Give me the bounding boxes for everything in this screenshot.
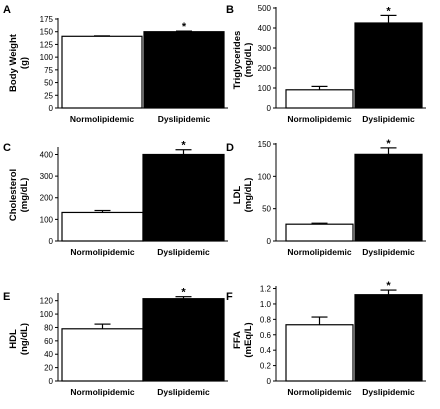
panel-c-y-tick-label: 100	[40, 215, 54, 224]
panel-d-y-tick-label: 50	[262, 205, 271, 214]
panel-b-y-tick-label: 0	[267, 104, 272, 113]
panel-e-y-axis-label-line: HDL	[8, 329, 19, 349]
panel-f-significance-star: *	[386, 280, 391, 292]
panel-e-significance-star: *	[181, 287, 186, 299]
panel-b-y-tick-label: 200	[258, 64, 272, 73]
panel-b-significance-star: *	[386, 5, 391, 17]
panel-e-bar-normolipidemic	[61, 328, 144, 382]
panel-e-category-label: Dyslipidemic	[157, 387, 210, 397]
panel-e-letter: E	[3, 291, 10, 303]
panel-b-category-label: Dyslipidemic	[362, 114, 415, 124]
panel-d-category-label: Normolipidemic	[287, 247, 352, 257]
panel-a-y-tick-label: 75	[44, 66, 53, 75]
panel-b-category-label: Normolipidemic	[287, 114, 352, 124]
panel-b-y-axis-label-line: Triglycerides	[232, 31, 243, 90]
panel-f-y-tick-label: 1.2	[260, 285, 272, 294]
panel-a-y-axis-label: Body Weight(g)	[8, 33, 30, 92]
panel-b-y-tick-label: 500	[258, 4, 272, 13]
panel-e-y-tick-label: 20	[44, 364, 53, 373]
panel-e-y-tick-label: 0	[49, 377, 54, 386]
panel-a-significance-star: *	[182, 21, 187, 33]
panel-c-y-tick-label: 200	[40, 194, 54, 203]
panel-f-y-axis-label-line: FFA	[232, 331, 243, 349]
panel-d-y-tick-label: 150	[258, 140, 272, 149]
panel-e-y-tick-label: 80	[44, 323, 53, 332]
panel-d-category-label: Dyslipidemic	[362, 247, 415, 257]
panel-a-category-label: Dyslipidemic	[158, 114, 211, 124]
panel-a-y-tick-label: 50	[44, 79, 53, 88]
panel-a-group: A Body Weight(g) 0 25 50 75 100 125 150 175 Normol…	[3, 4, 228, 124]
panel-c-bar-dyslipidemic	[142, 153, 225, 242]
panel-f-group: F FFA(mEq/L) 0 0.2 0.4 0.6 0.8 1.0 1.2 Normolipid…	[226, 280, 426, 397]
panel-b-y-axis-label: Triglycerides(mg/dL)	[232, 31, 254, 90]
panel-a-category-label: Normolipidemic	[70, 114, 135, 124]
panel-a-bar-dyslipidemic	[143, 31, 225, 109]
panel-b-y-axis-label-line: (mg/dL)	[243, 43, 254, 78]
panel-a-letter: A	[3, 4, 11, 16]
panel-c-y-axis-label-line: Cholesterol	[8, 169, 19, 221]
panel-b-y-tick-label: 400	[258, 24, 272, 33]
panel-f-letter: F	[226, 291, 233, 303]
panel-f-y-tick-label: 0	[267, 377, 272, 386]
panel-a-y-tick-label: 150	[40, 28, 54, 37]
panel-f-y-tick-label: 1.0	[260, 300, 272, 309]
panel-b-y-tick-label: 300	[258, 44, 272, 53]
panel-e-y-tick-label: 60	[44, 337, 53, 346]
panel-c-y-tick-label: 400	[40, 150, 54, 159]
panel-f-category-label: Dyslipidemic	[362, 387, 415, 397]
panel-a-y-axis-label-line: (g)	[19, 57, 30, 69]
panel-e-y-tick-label: 100	[40, 310, 54, 319]
panel-b-letter: B	[226, 4, 234, 16]
panel-c-significance-star: *	[181, 140, 186, 152]
panel-e-bar-dyslipidemic	[142, 298, 225, 382]
panel-c-category-label: Dyslipidemic	[157, 247, 210, 257]
panel-d-significance-star: *	[386, 138, 391, 150]
panel-a-y-tick-label: 125	[40, 40, 54, 49]
panel-f-y-tick-label: 0.4	[260, 346, 272, 355]
panel-e-y-tick-label: 40	[44, 350, 53, 359]
panel-f-bar-dyslipidemic	[354, 294, 423, 382]
panel-b-y-tick-label: 100	[258, 84, 272, 93]
panel-e-group: E HDL(ng/dL) 0 20 40 60 80 100 120 Normolipidemic…	[3, 287, 228, 397]
panel-c-y-tick-label: 0	[49, 237, 54, 246]
panel-f-y-axis-label: FFA(mEq/L)	[232, 322, 254, 357]
panel-a-y-tick-label: 25	[44, 91, 53, 100]
panel-c-group: C Cholesterol(mg/dL) 0 100 200 300 400 Normolip…	[3, 140, 228, 257]
panel-d-y-tick-label: 0	[267, 237, 272, 246]
panel-c-y-tick-label: 300	[40, 172, 54, 181]
panel-b-bar-normolipidemic	[285, 89, 354, 109]
panel-f-category-label: Normolipidemic	[287, 387, 352, 397]
panel-e-y-axis-label-line: (ng/dL)	[19, 323, 30, 355]
panel-b-bar-dyslipidemic	[354, 22, 423, 109]
panel-e-y-tick-label: 120	[40, 297, 54, 306]
panel-e-category-label: Normolipidemic	[70, 387, 135, 397]
panel-a-y-tick-label: 175	[40, 15, 54, 24]
panel-f-y-tick-label: 0.6	[260, 331, 272, 340]
panel-c-bar-normolipidemic	[61, 211, 144, 242]
panel-f-y-tick-label: 0.8	[260, 315, 272, 324]
panel-c-y-axis-label: Cholesterol(mg/dL)	[8, 169, 30, 221]
panel-b-group: B Triglycerides(mg/dL) 0 100 200 300 400 500 Nor…	[226, 4, 426, 124]
panel-a-y-axis-label-line: Body Weight	[8, 33, 19, 92]
panel-f-y-tick-label: 0.2	[260, 362, 272, 371]
panel-d-bar-dyslipidemic	[354, 153, 423, 242]
panel-f-bar-normolipidemic	[285, 324, 354, 382]
panel-d-y-axis-label-line: LDL	[232, 186, 243, 205]
panel-a-y-tick-label: 0	[49, 104, 54, 113]
panel-c-category-label: Normolipidemic	[70, 247, 135, 257]
panel-a-bar-normolipidemic	[61, 35, 143, 109]
panel-d-y-axis-label-line: (mg/dL)	[243, 178, 254, 213]
panel-a-y-tick-label: 100	[40, 53, 54, 62]
panel-d-y-tick-label: 100	[258, 172, 272, 181]
panel-f-y-axis-label-line: (mEq/L)	[243, 322, 254, 357]
panel-d-letter: D	[226, 142, 234, 154]
panel-e-y-axis-label: HDL(ng/dL)	[8, 323, 30, 355]
panel-d-y-axis-label: LDL(mg/dL)	[232, 178, 254, 213]
panel-d-bar-normolipidemic	[285, 223, 354, 242]
panel-c-letter: C	[3, 142, 11, 154]
panel-c-y-axis-label-line: (mg/dL)	[19, 178, 30, 213]
panel-d-group: D LDL(mg/dL) 0 50 100 150 Normolipidemic * Dysli…	[226, 138, 426, 257]
